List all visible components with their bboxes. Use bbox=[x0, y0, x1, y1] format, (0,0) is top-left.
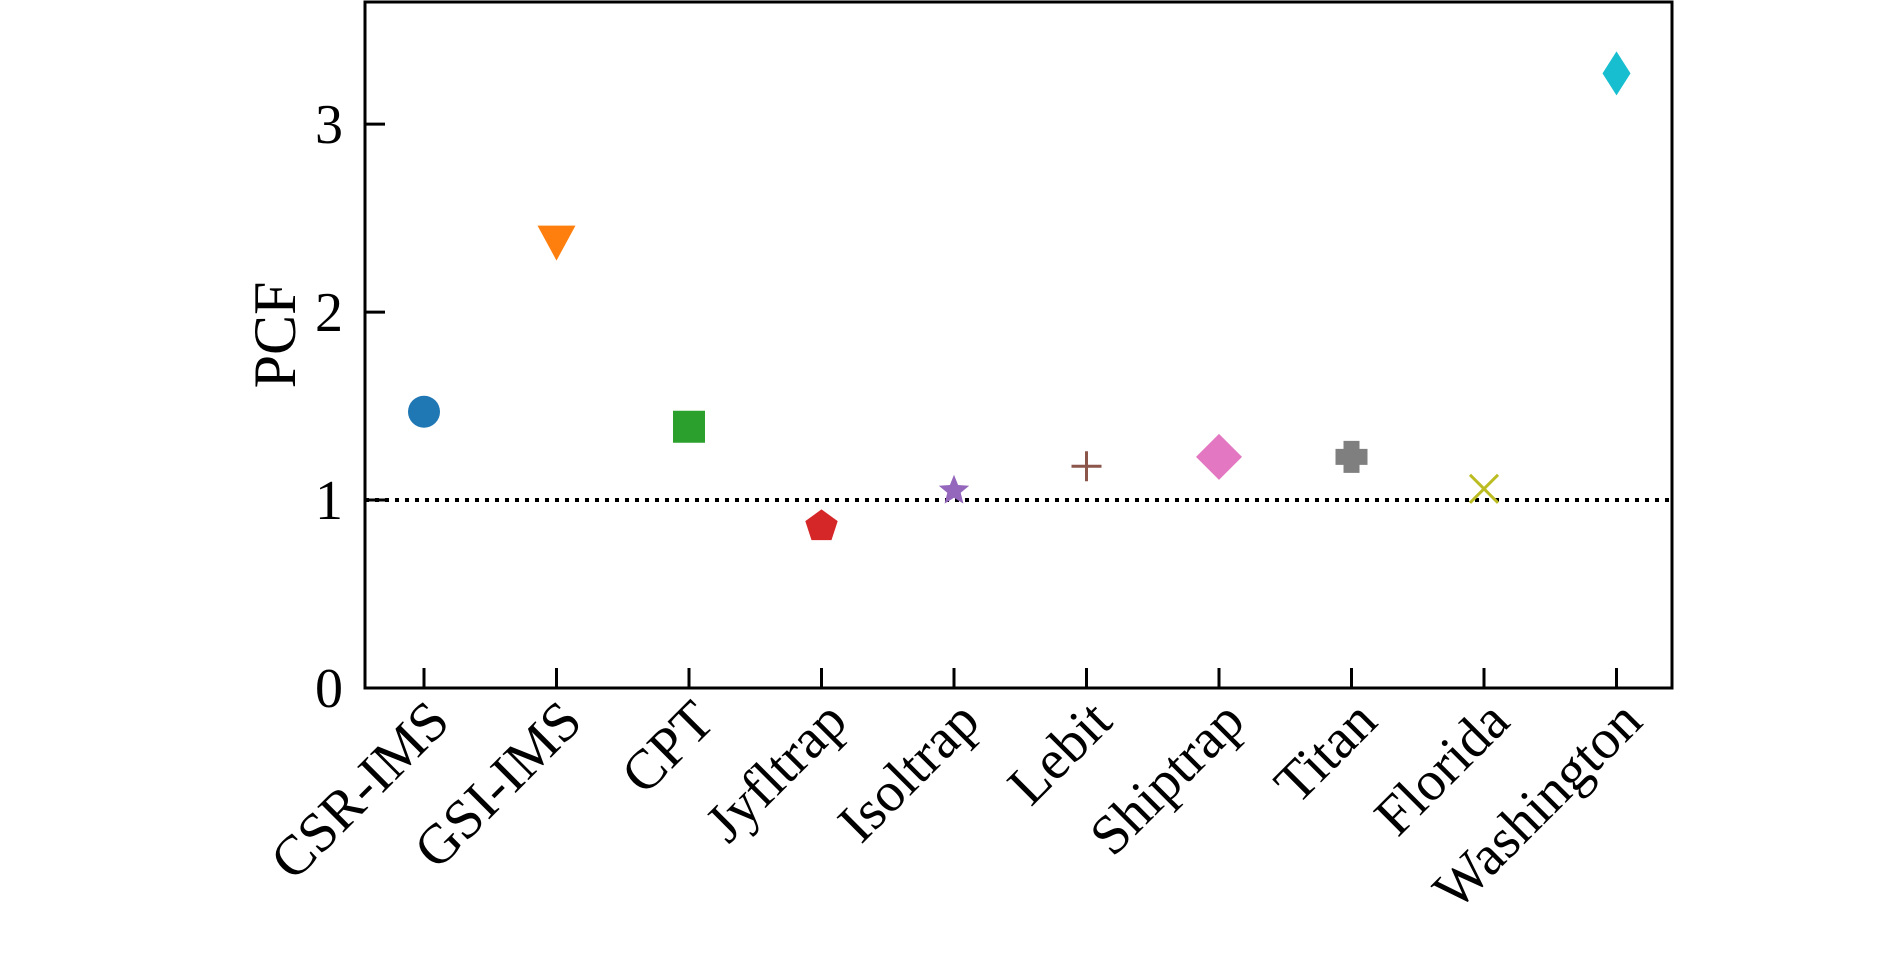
data-markers bbox=[408, 51, 1631, 541]
y-tick-label: 0 bbox=[315, 658, 343, 720]
y-axis-title: PCF bbox=[242, 282, 308, 389]
data-point-shiptrap bbox=[1196, 433, 1242, 480]
x-tick-label: Jyfltrap bbox=[694, 689, 859, 854]
data-point-lebit bbox=[1071, 451, 1102, 482]
y-tick-label: 1 bbox=[315, 470, 343, 532]
y-tick-label: 3 bbox=[315, 94, 343, 156]
data-point-titan bbox=[1335, 440, 1368, 473]
y-tick-label: 2 bbox=[315, 282, 343, 344]
data-point-florida bbox=[1468, 473, 1500, 504]
x-tick-label: CPT bbox=[610, 689, 726, 805]
x-tick-label: Isoltrap bbox=[826, 689, 991, 854]
data-point-isoltrap bbox=[938, 474, 970, 504]
data-point-csr-ims bbox=[408, 395, 440, 428]
plot-frame bbox=[363, 0, 1674, 690]
data-point-washington bbox=[1602, 51, 1631, 96]
data-point-gsi-ims bbox=[537, 225, 576, 261]
y-axis: 0 1 2 3 bbox=[315, 94, 385, 720]
data-point-cpt bbox=[673, 410, 705, 443]
data-point-jyfltrap bbox=[805, 509, 838, 541]
